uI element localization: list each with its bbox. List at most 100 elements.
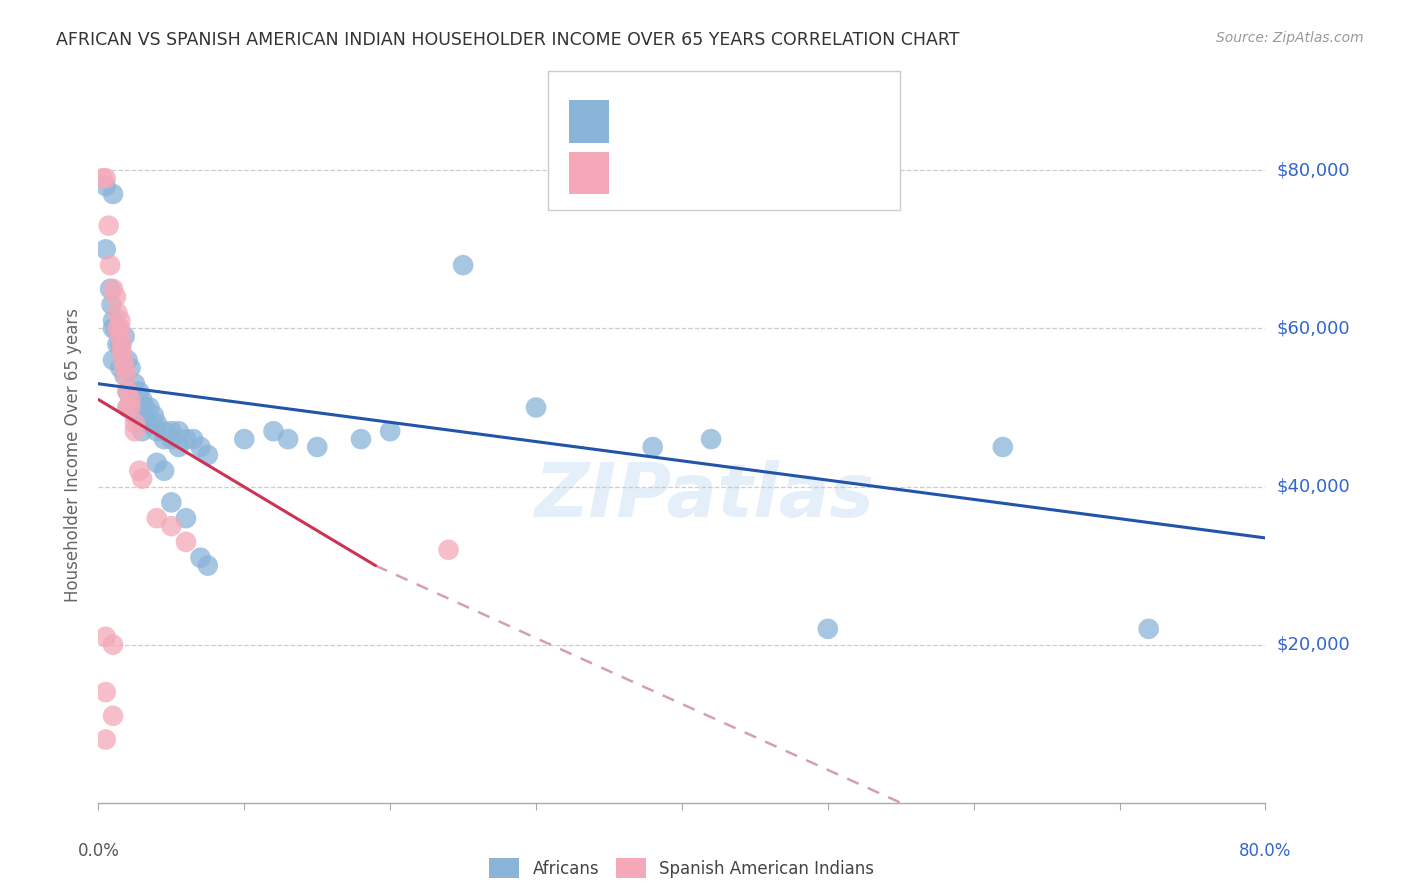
Point	[146, 424, 169, 438]
Point	[128, 464, 150, 478]
Text: $80,000: $80,000	[1277, 161, 1350, 179]
Point	[437, 542, 460, 557]
Point	[146, 417, 169, 431]
Point	[153, 432, 176, 446]
Point	[117, 401, 139, 415]
Text: R = -0.226: R = -0.226	[623, 164, 720, 182]
Point	[100, 298, 122, 312]
Point	[131, 472, 153, 486]
Point	[114, 368, 136, 383]
Point	[160, 424, 183, 438]
Point	[524, 401, 547, 415]
Text: $40,000: $40,000	[1277, 477, 1350, 496]
Point	[110, 337, 132, 351]
Point	[131, 392, 153, 407]
Point	[190, 550, 212, 565]
Point	[110, 313, 132, 327]
Point	[197, 448, 219, 462]
Point	[134, 401, 156, 415]
Point	[167, 424, 190, 438]
Point	[101, 353, 124, 368]
Point	[131, 424, 153, 438]
Point	[124, 424, 146, 438]
Point	[110, 321, 132, 335]
Point	[233, 432, 256, 446]
Point	[120, 361, 142, 376]
Point	[117, 384, 139, 399]
Point	[190, 440, 212, 454]
Point	[146, 456, 169, 470]
Text: Source: ZipAtlas.com: Source: ZipAtlas.com	[1216, 31, 1364, 45]
Text: N = 33: N = 33	[759, 164, 827, 182]
Point	[114, 361, 136, 376]
Point	[128, 384, 150, 399]
Point	[142, 409, 165, 423]
Point	[1137, 622, 1160, 636]
Point	[262, 424, 284, 438]
Point	[197, 558, 219, 573]
Point	[174, 432, 197, 446]
Point	[98, 258, 121, 272]
Point	[101, 321, 124, 335]
Point	[160, 495, 183, 509]
Point	[307, 440, 329, 454]
Point	[94, 179, 117, 194]
Point	[153, 424, 176, 438]
Point	[101, 638, 124, 652]
Point	[120, 392, 142, 407]
Point	[117, 353, 139, 368]
Text: $20,000: $20,000	[1277, 636, 1350, 654]
Point	[94, 732, 117, 747]
Point	[101, 708, 124, 723]
Point	[105, 305, 128, 319]
Point	[94, 243, 117, 257]
Point	[114, 329, 136, 343]
Point	[110, 329, 132, 343]
Legend: Africans, Spanish American Indians: Africans, Spanish American Indians	[482, 851, 882, 885]
Y-axis label: Householder Income Over 65 years: Householder Income Over 65 years	[65, 308, 83, 602]
Point	[94, 171, 117, 186]
Point	[160, 432, 183, 446]
Point	[991, 440, 1014, 454]
Point	[101, 282, 124, 296]
Point	[104, 321, 127, 335]
Point	[174, 535, 197, 549]
Point	[110, 361, 132, 376]
Point	[641, 440, 664, 454]
Point	[120, 401, 142, 415]
Point	[153, 464, 176, 478]
Point	[117, 384, 139, 399]
Point	[111, 345, 134, 359]
Point	[98, 282, 121, 296]
Point	[94, 630, 117, 644]
Text: AFRICAN VS SPANISH AMERICAN INDIAN HOUSEHOLDER INCOME OVER 65 YEARS CORRELATION : AFRICAN VS SPANISH AMERICAN INDIAN HOUSE…	[56, 31, 960, 49]
Point	[700, 432, 723, 446]
Point	[94, 685, 117, 699]
Point	[112, 353, 135, 368]
Point	[350, 432, 373, 446]
Text: $60,000: $60,000	[1277, 319, 1350, 337]
Point	[124, 376, 146, 391]
Point	[378, 424, 402, 438]
Point	[105, 337, 128, 351]
Point	[124, 401, 146, 415]
Point	[91, 171, 114, 186]
Point	[104, 290, 127, 304]
Point	[101, 313, 124, 327]
Point	[146, 511, 169, 525]
Point	[181, 432, 204, 446]
Text: ZIPatlas: ZIPatlas	[536, 460, 876, 533]
Point	[817, 622, 839, 636]
Point	[138, 417, 160, 431]
Point	[117, 401, 139, 415]
Point	[277, 432, 299, 446]
Point	[101, 187, 124, 202]
Point	[451, 258, 474, 272]
Point	[97, 219, 120, 233]
Point	[124, 409, 146, 423]
Point	[124, 417, 146, 431]
Point	[174, 511, 197, 525]
Text: 80.0%: 80.0%	[1239, 842, 1292, 860]
Point	[138, 401, 160, 415]
Point	[111, 337, 134, 351]
